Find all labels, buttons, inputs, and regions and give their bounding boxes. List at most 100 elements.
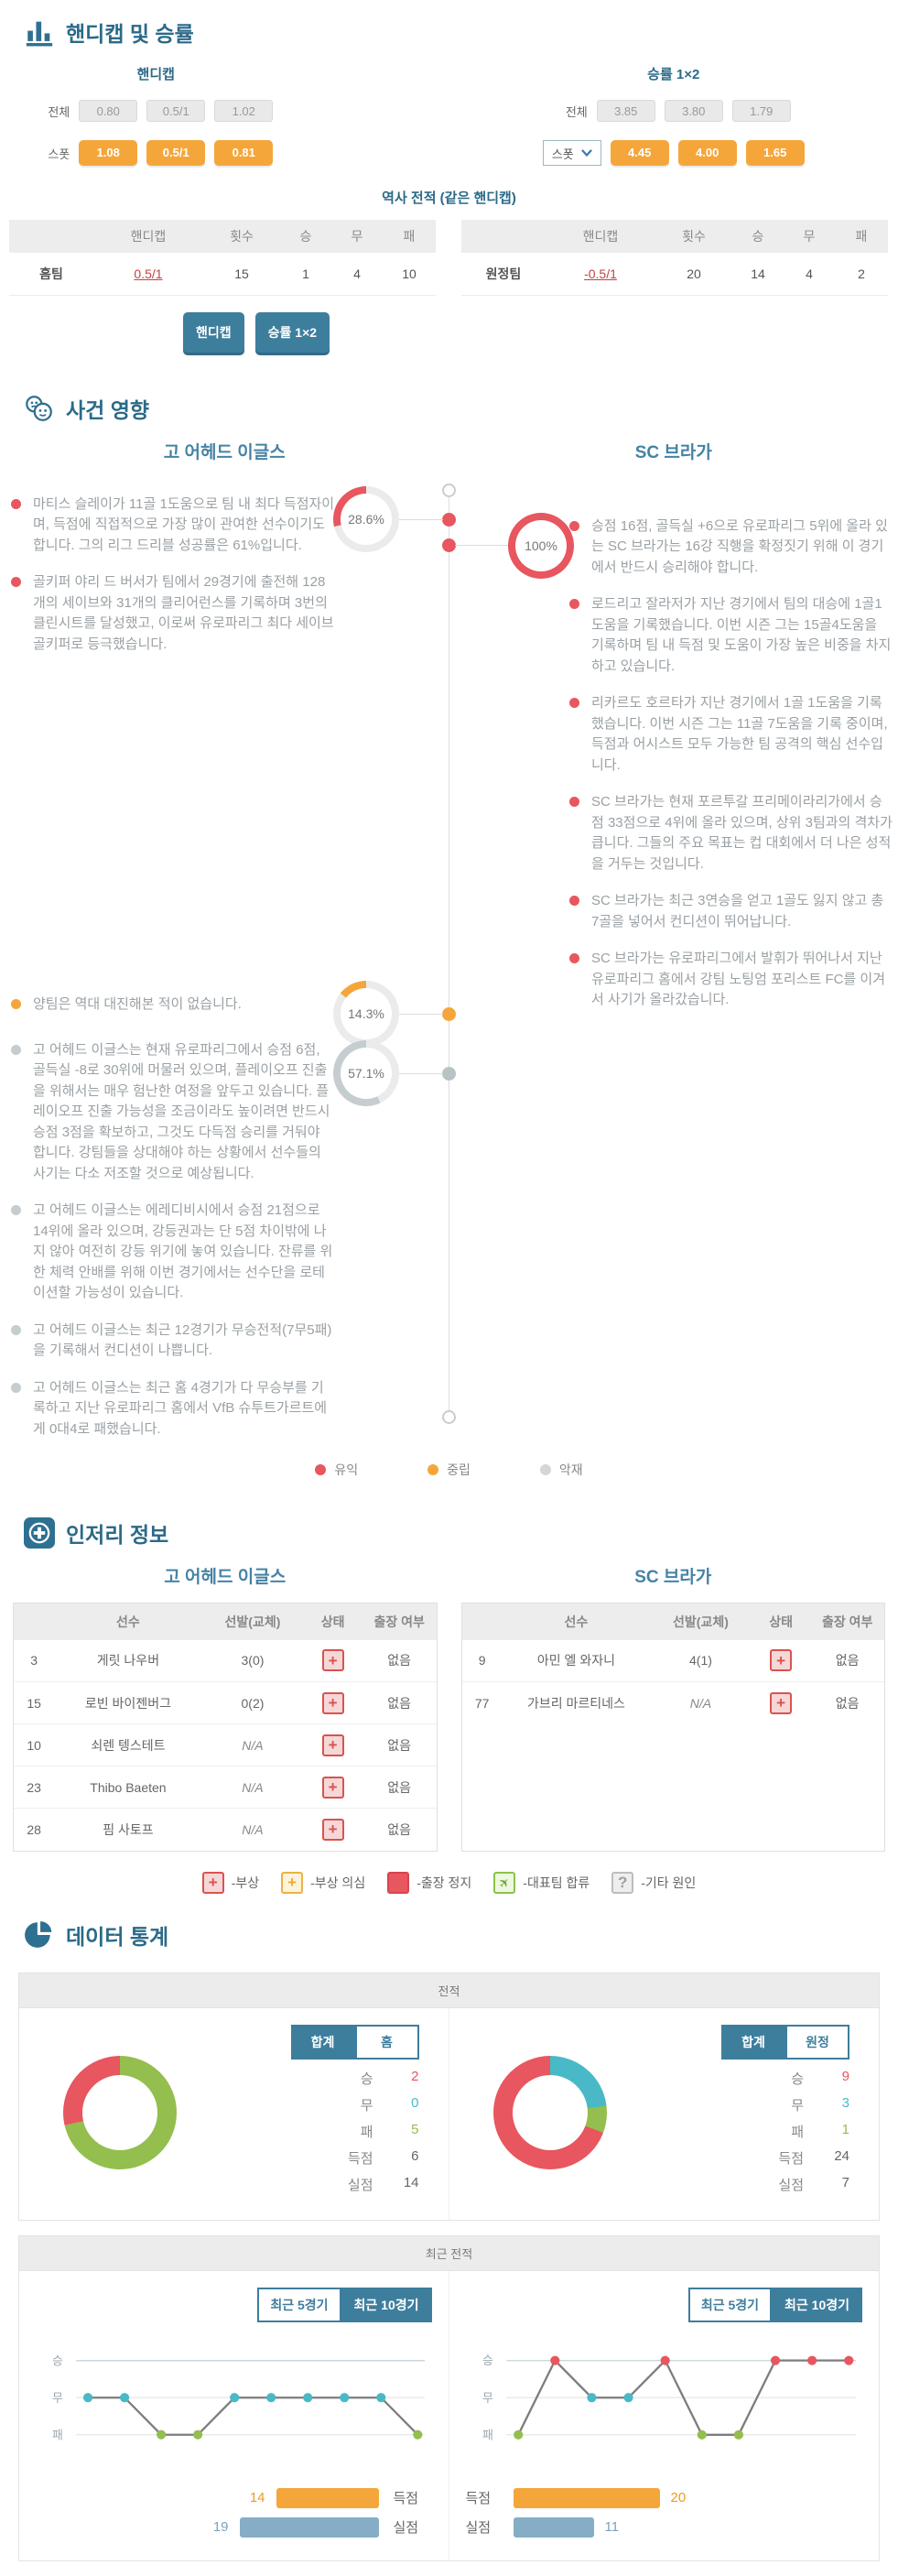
pie-chart-icon <box>24 1919 55 1951</box>
odds-value: 1.08 <box>79 140 137 166</box>
legend-dot <box>427 1464 438 1475</box>
bullet-dot <box>11 577 21 587</box>
record-donut-home <box>63 2056 177 2169</box>
player-availability: 없음 <box>810 1682 884 1724</box>
impact-item-text: SC 브라가는 현재 포르투갈 프리메이라리가에서 승점 33점으로 4위에 올… <box>591 792 893 875</box>
player-name: 핌 사토프 <box>54 1809 201 1851</box>
stat-value: 14 <box>394 2175 419 2194</box>
impact-item-text: 고 어헤드 이글스는 현재 유로파리그에서 승점 6점, 골득실 -8로 30위… <box>33 1040 335 1185</box>
impact-item: 골키퍼 야리 드 버서가 팀에서 29경기에 출전해 128개의 세이브와 31… <box>11 572 335 655</box>
legend-label: 유익 <box>334 1461 358 1479</box>
impact-item-text: SC 브라가는 유로파리그에서 발휘가 뛰어나서 지난 유로파리그 홈에서 강팀… <box>591 949 893 1011</box>
col-starts: 선발(교체) <box>650 1603 752 1640</box>
impact-home-neutral-list: 양팀은 역대 대진해본 적이 없습니다. <box>11 995 335 1032</box>
history-table-home: 핸디캡 횟수 승 무 패 홈팀 0.5/1 15 1 4 10 <box>9 220 436 296</box>
col-player: 선수 <box>54 1603 201 1640</box>
odds-value: 4.00 <box>678 140 737 166</box>
player-starts: 3(0) <box>202 1640 304 1682</box>
player-number: 28 <box>14 1809 54 1851</box>
record-panel-title: 전적 <box>19 1973 879 2008</box>
home-conceded-bar <box>240 2517 379 2538</box>
tab-home[interactable]: 홈 <box>355 2025 419 2060</box>
section-title-injury: 인저리 정보 <box>66 1517 168 1549</box>
injury-row: 15 로빈 바이젠버그 0(2) + 없음 <box>14 1682 437 1724</box>
stat-label: 승 <box>765 2069 804 2088</box>
impact-home-bad-list: 고 어헤드 이글스는 현재 유로파리그에서 승점 6점, 골득실 -8로 30위… <box>11 1040 335 1457</box>
history-title: 역사 전적 (같은 핸디캡) <box>0 188 898 207</box>
smiley-faces-icon <box>24 393 55 424</box>
away-handicap-link[interactable]: -0.5/1 <box>584 266 617 281</box>
donut-pct-label: 100% <box>525 538 557 553</box>
legend-label: 중립 <box>447 1461 471 1479</box>
stat-label: 무 <box>335 2095 373 2114</box>
tab-total-home[interactable]: 합계 <box>291 2025 355 2060</box>
impact-item-text: 리카르도 호르타가 지난 경기에서 1골 1도움을 기록했습니다. 이번 시즌 … <box>591 693 893 776</box>
bullet-dot <box>11 1205 21 1215</box>
stat-value: 5 <box>394 2122 419 2141</box>
injury-legend-item: ✈-대표팀 합류 <box>493 1872 590 1894</box>
injury-status-icon: + <box>322 1692 344 1714</box>
impact-item: 마티스 슬레이가 11골 1도움으로 팀 내 최다 득점자이며, 득점에 직접적… <box>11 495 335 557</box>
impact-item-text: 승점 16점, 골득실 +6으로 유로파리그 5위에 올라 있는 SC 브라가는… <box>591 516 893 579</box>
tab-total-away[interactable]: 합계 <box>721 2025 785 2060</box>
player-number: 15 <box>14 1682 54 1724</box>
injury-status-icon: + <box>322 1734 344 1756</box>
injury-legend-label: -부상 <box>232 1874 259 1892</box>
injury-status-icon: + <box>322 1649 344 1671</box>
donut-away-good: 100% <box>508 513 574 579</box>
player-number: 77 <box>462 1682 503 1724</box>
tab-recent5-away[interactable]: 최근 5경기 <box>688 2288 772 2322</box>
winrate-button[interactable]: 승률 1×2 <box>255 312 330 353</box>
tab-recent10-home[interactable]: 최근 10경기 <box>341 2288 432 2322</box>
donut-pct-label: 14.3% <box>348 1006 384 1021</box>
away-draw: 4 <box>784 253 835 295</box>
home-handicap-link[interactable]: 0.5/1 <box>134 266 162 281</box>
away-goals-scored: 20 <box>671 2490 702 2505</box>
player-starts: N/A <box>202 1809 304 1851</box>
home-win: 1 <box>280 253 331 295</box>
odds-value: 0.80 <box>79 100 137 122</box>
tab-recent10-away[interactable]: 최근 10경기 <box>772 2288 862 2322</box>
stat-value: 0 <box>394 2095 419 2114</box>
stat-value: 9 <box>824 2069 849 2088</box>
stat-label: 실점 <box>765 2175 804 2194</box>
tab-recent5-home[interactable]: 최근 5경기 <box>257 2288 341 2322</box>
connector-line <box>399 519 443 520</box>
odds-value: 1.79 <box>732 100 791 122</box>
impact-home-good-list: 마티스 슬레이가 11골 1도움으로 팀 내 최다 득점자이며, 득점에 직접적… <box>11 495 335 672</box>
svg-text:무: 무 <box>52 2390 63 2404</box>
col-handicap: 핸디캡 <box>93 220 203 253</box>
section-title-stats: 데이터 통계 <box>66 1919 168 1951</box>
impact-item-text: 고 어헤드 이글스는 에레디비시에서 승점 21점으로 14위에 올라 있으며,… <box>33 1201 335 1304</box>
player-availability: 없음 <box>362 1766 437 1809</box>
home-team-label: 홈팀 <box>9 253 93 295</box>
stat-label: 패 <box>765 2122 804 2141</box>
impact-body: 28.6% 100% 14.3% 57.1% 마티스 슬레이가 11골 1도움으… <box>0 480 898 1501</box>
col-availability: 출장 여부 <box>362 1603 437 1640</box>
col-count: 횟수 <box>203 220 280 253</box>
spot-select-dropdown[interactable]: 스폿 <box>543 140 601 166</box>
home-count: 15 <box>203 253 280 295</box>
player-starts: 0(2) <box>202 1682 304 1724</box>
col-status: 상태 <box>752 1603 810 1640</box>
timeline-node-neutral <box>442 1007 456 1021</box>
away-win: 14 <box>732 253 784 295</box>
timeline-node-good-home <box>442 513 456 527</box>
impact-away-good-list: 승점 16점, 골득실 +6으로 유로파리그 5위에 올라 있는 SC 브라가는… <box>569 516 893 1027</box>
handicap-button[interactable]: 핸디캡 <box>183 312 244 353</box>
injury-away-block: SC 브라가 선수 선발(교체) 상태 출장 여부 9 아민 엘 와자니 4(1… <box>461 1556 886 1852</box>
scored-label: 득점 <box>466 2488 514 2507</box>
player-number: 9 <box>462 1640 503 1682</box>
tab-away[interactable]: 원정 <box>785 2025 849 2060</box>
injury-legend-item: -출장 정지 <box>387 1872 471 1894</box>
